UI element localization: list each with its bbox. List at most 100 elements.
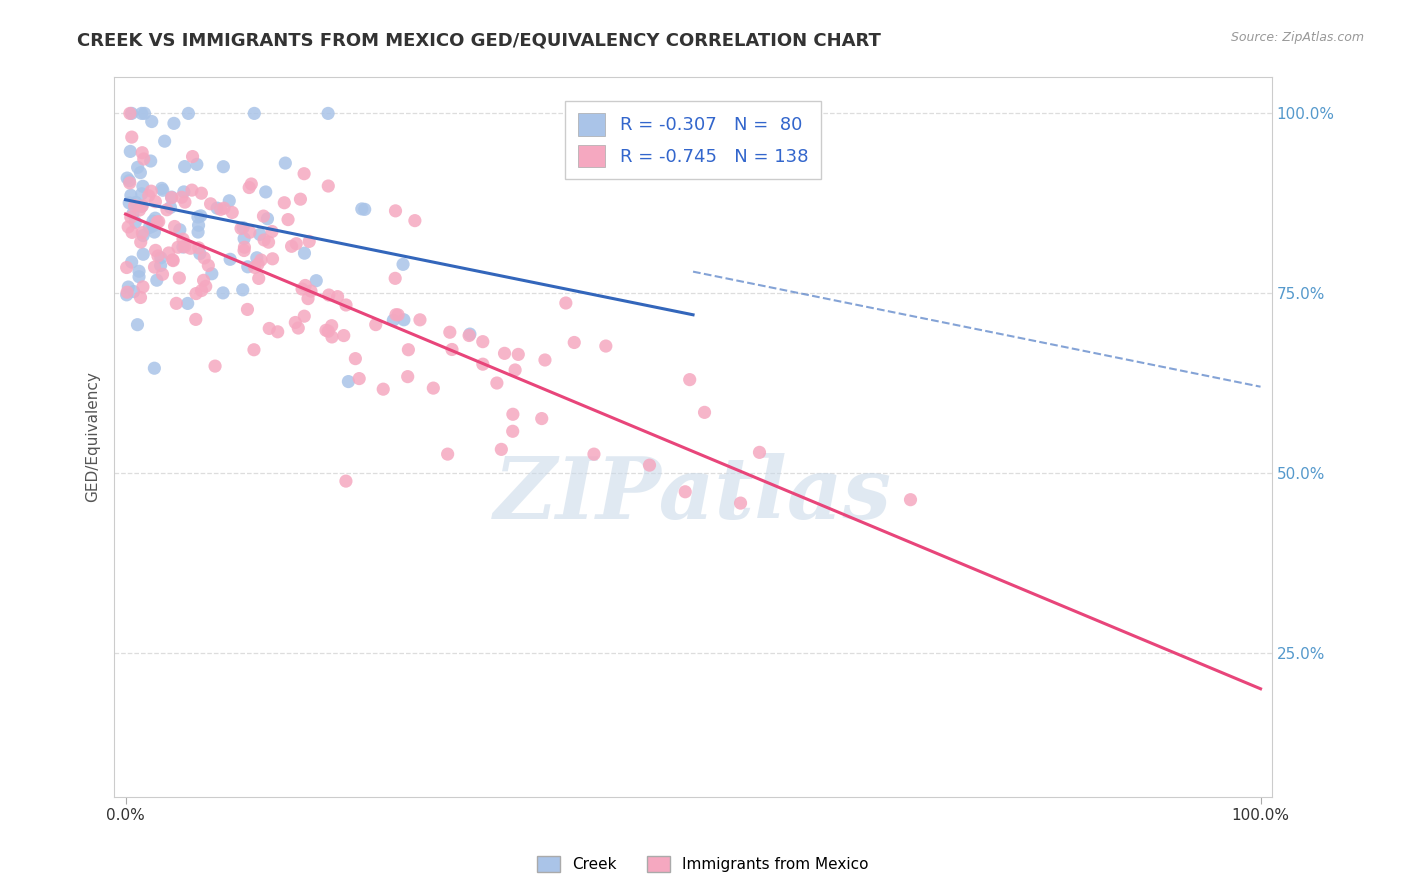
Point <box>249 227 271 242</box>
Point <box>131 199 153 213</box>
Point <box>143 361 166 376</box>
Point <box>187 219 209 233</box>
Point <box>149 259 172 273</box>
Point <box>436 447 458 461</box>
Point <box>396 343 419 357</box>
Point <box>149 251 172 265</box>
Point <box>156 202 179 217</box>
Point <box>167 240 190 254</box>
Point <box>256 211 278 226</box>
Point <box>143 225 166 239</box>
Point <box>294 278 316 293</box>
Point <box>131 145 153 160</box>
Point <box>204 359 226 373</box>
Point <box>253 233 276 247</box>
Point <box>128 269 150 284</box>
Point <box>254 185 277 199</box>
Point <box>900 492 922 507</box>
Point <box>120 188 142 202</box>
Point <box>186 157 208 171</box>
Point <box>132 280 155 294</box>
Point <box>131 200 153 214</box>
Point <box>364 318 387 332</box>
Point <box>179 241 201 255</box>
Point <box>221 205 243 219</box>
Point <box>409 313 432 327</box>
Point <box>152 267 174 281</box>
Point <box>152 183 174 197</box>
Point <box>142 214 165 228</box>
Point <box>287 321 309 335</box>
Point <box>139 154 162 169</box>
Point <box>117 219 139 234</box>
Point <box>233 244 256 258</box>
Point <box>233 231 256 245</box>
Point <box>262 252 284 266</box>
Point <box>143 211 166 226</box>
Point <box>146 273 169 287</box>
Point <box>121 226 143 240</box>
Point <box>187 241 209 255</box>
Point <box>243 343 266 357</box>
Point <box>145 194 167 209</box>
Point <box>243 260 266 275</box>
Point <box>118 176 141 190</box>
Point <box>232 283 254 297</box>
Point <box>291 282 314 296</box>
Point <box>145 244 167 258</box>
Point <box>163 116 186 130</box>
Point <box>280 239 302 253</box>
Point <box>131 106 153 120</box>
Point <box>172 232 194 246</box>
Point <box>471 334 494 349</box>
Point <box>502 424 524 438</box>
Point <box>193 273 215 287</box>
Point <box>121 130 143 145</box>
Point <box>239 225 262 239</box>
Point <box>197 259 219 273</box>
Point <box>160 190 183 204</box>
Point <box>305 274 328 288</box>
Point <box>194 279 217 293</box>
Point <box>273 195 295 210</box>
Point <box>173 185 195 199</box>
Point <box>229 221 252 235</box>
Point <box>316 179 339 194</box>
Point <box>285 236 308 251</box>
Point <box>347 371 370 385</box>
Point <box>146 215 169 229</box>
Point <box>260 225 283 239</box>
Point <box>131 226 153 240</box>
Point <box>693 405 716 419</box>
Point <box>471 357 494 371</box>
Point <box>335 298 357 312</box>
Point <box>294 246 316 260</box>
Point <box>169 271 191 285</box>
Point <box>247 271 270 285</box>
Point <box>212 285 235 300</box>
Point <box>128 202 150 217</box>
Point <box>159 201 181 215</box>
Point <box>730 496 752 510</box>
Point <box>193 251 215 265</box>
Point <box>142 219 165 233</box>
Point <box>321 318 343 333</box>
Point <box>165 296 187 310</box>
Point <box>332 328 354 343</box>
Point <box>404 213 426 227</box>
Point <box>243 106 266 120</box>
Point <box>257 235 280 249</box>
Point <box>132 152 155 166</box>
Point <box>337 375 360 389</box>
Text: CREEK VS IMMIGRANTS FROM MEXICO GED/EQUIVALENCY CORRELATION CHART: CREEK VS IMMIGRANTS FROM MEXICO GED/EQUI… <box>77 31 882 49</box>
Point <box>458 328 481 343</box>
Point <box>184 312 207 326</box>
Point <box>233 240 256 254</box>
Point <box>129 235 152 249</box>
Point <box>118 106 141 120</box>
Point <box>595 339 617 353</box>
Point <box>534 353 557 368</box>
Point <box>173 240 195 254</box>
Point <box>124 215 146 229</box>
Point <box>141 184 163 198</box>
